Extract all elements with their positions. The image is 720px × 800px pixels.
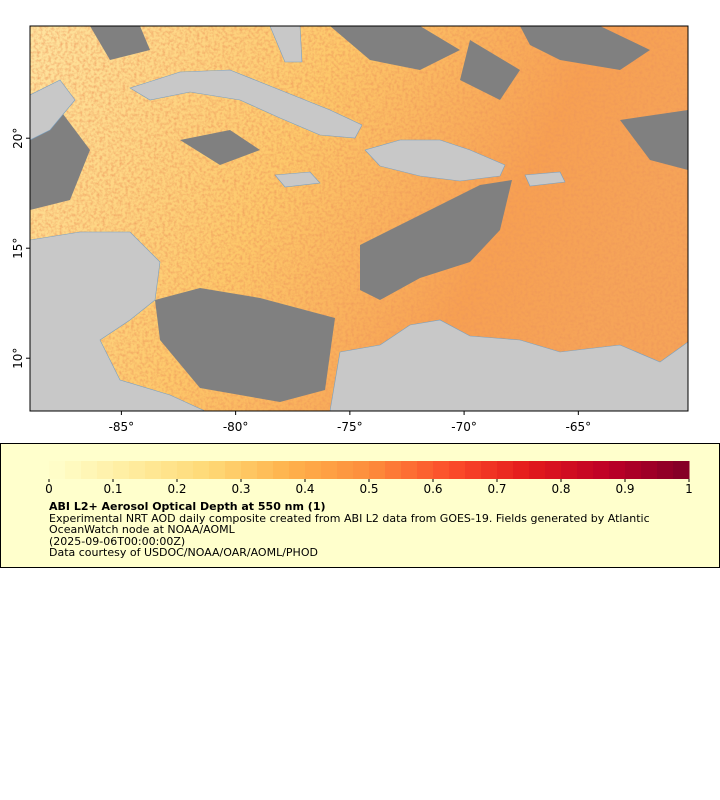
colorbar-swatch — [417, 461, 434, 479]
colorbar-swatch — [177, 461, 194, 479]
colorbar-swatch — [321, 461, 338, 479]
y-tick-label: 10° — [11, 348, 25, 369]
colorbar-swatch — [433, 461, 450, 479]
colorbar-swatch — [497, 461, 514, 479]
colorbar-tick-label: 0.1 — [103, 482, 122, 496]
colorbar-swatch — [209, 461, 226, 479]
colorbar-tick-label: 0.5 — [359, 482, 378, 496]
colorbar-swatch — [337, 461, 354, 479]
colorbar-swatch — [65, 461, 82, 479]
colorbar-swatch — [225, 461, 242, 479]
map-area — [30, 26, 688, 411]
colorbar-tick-label: 0.9 — [615, 482, 634, 496]
colorbar-swatch — [513, 461, 530, 479]
legend-panel: 0 0.1 0.2 0.3 0.4 0.5 0.6 0.7 0.8 0.9 1 ABI L2+ Ae… — [0, 443, 720, 568]
colorbar-swatch — [481, 461, 498, 479]
credit: Data courtesy of USDOC/NOAA/OAR/AOML/PHO… — [49, 546, 318, 559]
colorbar-swatch — [609, 461, 626, 479]
colorbar-swatch — [49, 461, 66, 479]
y-tick-label: 15° — [11, 238, 25, 259]
legend-title: ABI L2+ Aerosol Optical Depth at 550 nm … — [49, 500, 326, 513]
x-tick-label: -70° — [451, 420, 477, 434]
colorbar-tick-label: 0.4 — [295, 482, 314, 496]
colorbar-swatch — [385, 461, 402, 479]
colorbar-swatch — [545, 461, 562, 479]
colorbar-swatch — [193, 461, 210, 479]
x-tick-label: -65° — [566, 420, 592, 434]
colorbar-tick-label: 0.2 — [167, 482, 186, 496]
colorbar-swatch — [449, 461, 466, 479]
colorbar-swatch — [273, 461, 290, 479]
colorbar-tick-label: 1 — [685, 482, 693, 496]
colorbar-swatch — [145, 461, 162, 479]
colorbar-swatch — [161, 461, 178, 479]
colorbar-swatch — [641, 461, 658, 479]
colorbar-swatch — [577, 461, 594, 479]
colorbar-tick-label: 0.8 — [551, 482, 570, 496]
x-tick-label: -85° — [109, 420, 135, 434]
colorbar-tick-label: 0.6 — [423, 482, 442, 496]
x-tick-label: -75° — [337, 420, 363, 434]
colorbar-swatch — [81, 461, 98, 479]
colorbar-swatch — [673, 461, 690, 479]
x-tick-label: -80° — [223, 420, 249, 434]
colorbar-swatch — [129, 461, 146, 479]
colorbar-swatch — [113, 461, 130, 479]
colorbar-tick-label: 0.3 — [231, 482, 250, 496]
map-chart: -85° -80° -75° -70° -65° 10° 15° 20° — [11, 25, 689, 434]
colorbar-tick-label: 0.7 — [487, 482, 506, 496]
colorbar-swatch — [529, 461, 546, 479]
colorbar-swatch — [369, 461, 386, 479]
colorbar-swatch — [257, 461, 274, 479]
timestamp: (2025-09-06T00:00:00Z) — [49, 534, 186, 548]
colorbar-swatch — [625, 461, 642, 479]
land — [30, 26, 688, 411]
no-data — [30, 26, 688, 411]
colorbar-swatch — [561, 461, 578, 479]
colorbar-swatch — [353, 461, 370, 479]
colorbar-swatch — [465, 461, 482, 479]
colorbar-swatch — [401, 461, 418, 479]
y-tick-label: 20° — [11, 128, 25, 149]
description: Experimental NRT AOD daily composite cre… — [49, 511, 650, 536]
colorbar-swatch — [593, 461, 610, 479]
colorbar-swatch — [97, 461, 114, 479]
map-frame — [29, 25, 689, 412]
colorbar: 0 0.1 0.2 0.3 0.4 0.5 0.6 0.7 0.8 0.9 1 — [45, 461, 693, 496]
colorbar-swatch — [657, 461, 674, 479]
legend-text: ABI L2+ Aerosol Optical Depth at 550 nm … — [49, 501, 689, 559]
colorbar-swatch — [305, 461, 322, 479]
colorbar-swatch — [241, 461, 258, 479]
colorbar-swatch — [289, 461, 306, 479]
colorbar-tick-label: 0 — [45, 482, 53, 496]
